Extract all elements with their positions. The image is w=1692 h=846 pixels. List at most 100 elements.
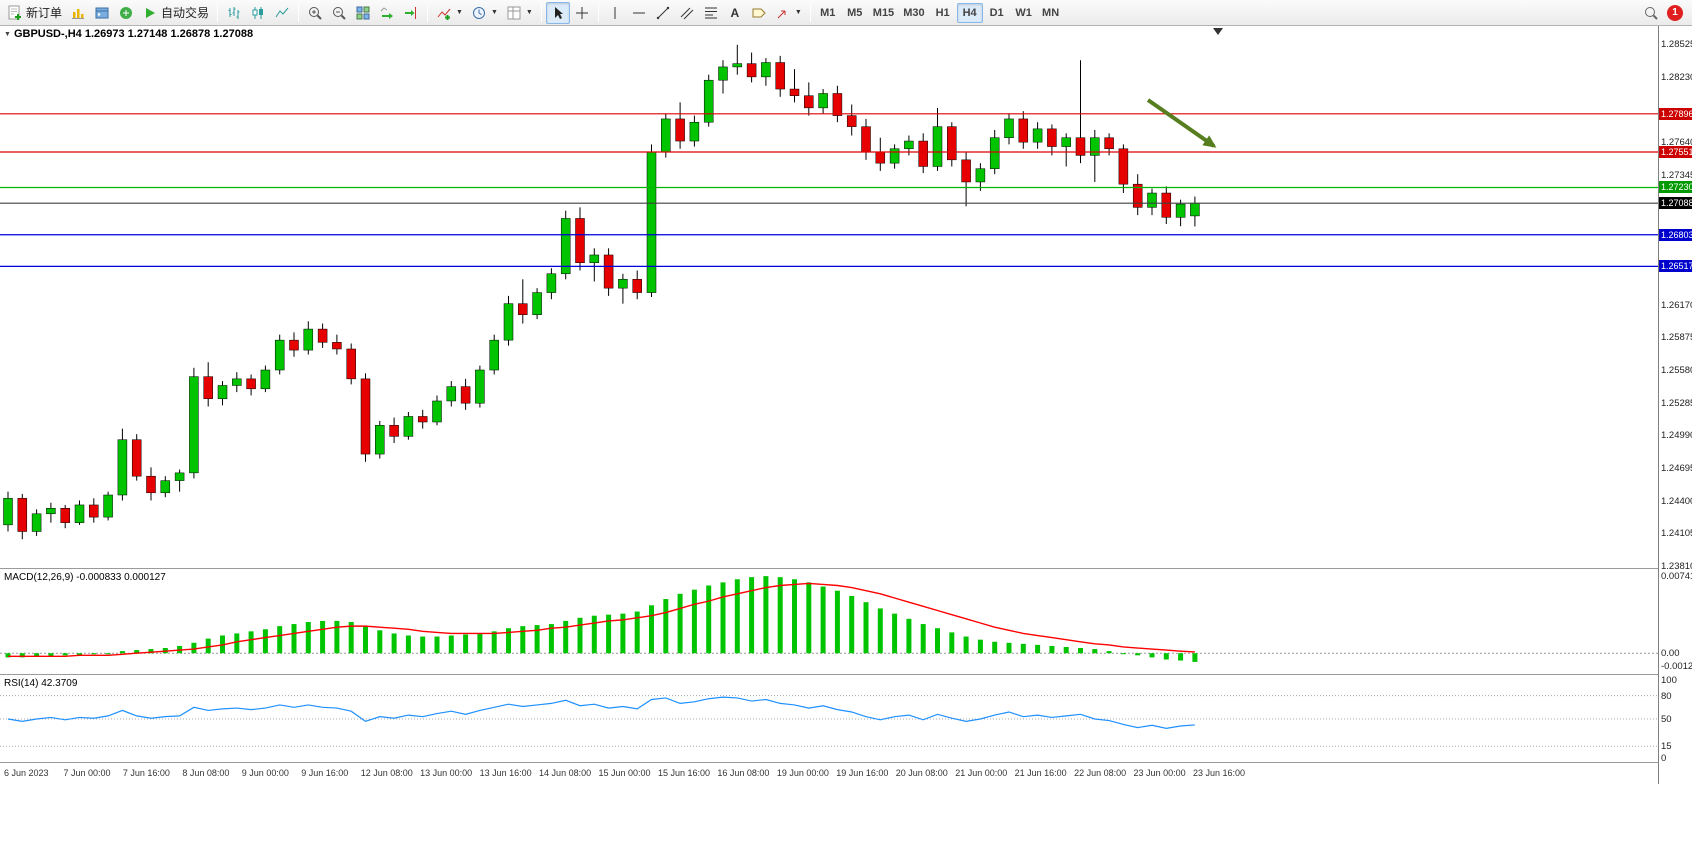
zoom-out-button[interactable] bbox=[327, 2, 351, 24]
channel-button[interactable] bbox=[675, 2, 699, 24]
macd-bar bbox=[448, 635, 454, 654]
horizontal-line-button[interactable] bbox=[627, 2, 651, 24]
candle-body bbox=[260, 369, 271, 390]
rsi-canvas[interactable] bbox=[0, 676, 1658, 762]
fibonacci-button[interactable] bbox=[699, 2, 723, 24]
macd-bar bbox=[1163, 653, 1169, 660]
price-axis-label: 1.24990 bbox=[1661, 430, 1692, 442]
macd-axis-label: -0.001226 bbox=[1661, 661, 1692, 672]
macd-bar bbox=[920, 624, 926, 654]
macd-bar bbox=[649, 605, 654, 654]
search-button[interactable] bbox=[1639, 2, 1663, 24]
arrow-annotation-head bbox=[1202, 135, 1217, 148]
tile-windows-button[interactable] bbox=[351, 2, 375, 24]
rsi-axis-label: 80 bbox=[1661, 690, 1672, 702]
macd-bar bbox=[634, 611, 640, 654]
candle-body bbox=[732, 63, 743, 68]
label-button[interactable] bbox=[747, 2, 771, 24]
pane-splitter[interactable] bbox=[0, 568, 1692, 569]
macd-bar bbox=[691, 589, 697, 654]
pane-splitter[interactable] bbox=[0, 674, 1692, 675]
time-axis-label: 21 Jun 00:00 bbox=[955, 768, 1008, 778]
zoom-in-button[interactable] bbox=[303, 2, 327, 24]
text-button[interactable]: A bbox=[723, 2, 747, 24]
candle-body bbox=[1018, 118, 1029, 143]
autotrading-button[interactable]: 自动交易 bbox=[138, 2, 213, 24]
channel-icon bbox=[680, 7, 694, 19]
timeframe-button-h4[interactable]: H4 bbox=[956, 2, 983, 23]
candle-body bbox=[131, 439, 142, 477]
price-axis[interactable]: 1.28525 1.28230 1.27640 1.27345 1.26170 1.258… bbox=[1658, 26, 1692, 784]
macd-bar bbox=[720, 582, 726, 654]
candle-body bbox=[74, 504, 85, 523]
candle-body bbox=[31, 513, 42, 532]
candle-body bbox=[417, 416, 428, 423]
chart-shift-icon bbox=[405, 6, 417, 19]
macd-pane[interactable]: MACD(12,26,9) -0.000833 0.000127 bbox=[0, 570, 1658, 674]
time-axis-label: 19 Jun 00:00 bbox=[776, 768, 829, 778]
candle-body bbox=[289, 339, 299, 351]
chart-shift-button[interactable] bbox=[399, 2, 423, 24]
timeframe-button-m30[interactable]: M30 bbox=[903, 6, 925, 19]
candle-body bbox=[203, 376, 213, 400]
timeframe-button-m1[interactable]: M1 bbox=[820, 6, 836, 19]
new-order-button[interactable]: 新订单 bbox=[3, 2, 66, 24]
timeframe-button-mn[interactable]: MN bbox=[1042, 6, 1060, 19]
rsi-axis-label: 0 bbox=[1661, 753, 1667, 764]
macd-bar bbox=[834, 590, 840, 654]
bar-chart-button[interactable] bbox=[222, 2, 246, 24]
macd-bar bbox=[1106, 651, 1112, 654]
macd-bar bbox=[1149, 653, 1155, 658]
macd-axis-label: 0.00 bbox=[1661, 648, 1680, 660]
indicators-icon bbox=[437, 8, 451, 20]
macd-bar bbox=[205, 638, 211, 654]
fibonacci-icon bbox=[704, 7, 717, 18]
timeframe-button-m5[interactable]: M5 bbox=[847, 6, 863, 19]
templates-button[interactable]: ▼ bbox=[502, 2, 537, 24]
macd-bar bbox=[977, 639, 983, 654]
arrow-annotation[interactable] bbox=[1146, 98, 1216, 148]
price-pane[interactable]: ▼ GBPUSD-,H4 1.26973 1.27148 1.26878 1.27… bbox=[0, 26, 1658, 568]
market-watch-button[interactable] bbox=[66, 2, 90, 24]
price-chart-canvas[interactable] bbox=[0, 26, 1658, 568]
collapse-caret-icon[interactable]: ▼ bbox=[4, 31, 11, 38]
rsi-axis-label: 100 bbox=[1661, 675, 1677, 686]
rsi-pane[interactable]: RSI(14) 42.3709 bbox=[0, 676, 1658, 762]
time-axis[interactable]: 6 Jun 2023 7 Jun 00:00 7 Jun 16:00 8 Jun 08… bbox=[0, 763, 1658, 785]
timeframe-button-m15[interactable]: M15 bbox=[872, 6, 895, 19]
chart-title: ▼ GBPUSD-,H4 1.26973 1.27148 1.26878 1.27… bbox=[4, 28, 253, 40]
macd-canvas[interactable] bbox=[0, 570, 1658, 674]
price-axis-label: 1.25580 bbox=[1661, 365, 1692, 376]
chart-shift-marker[interactable] bbox=[1213, 28, 1223, 35]
candle-body bbox=[446, 386, 457, 402]
notification-badge[interactable]: 1 bbox=[1667, 4, 1683, 21]
macd-bar bbox=[892, 613, 898, 654]
price-level-box: 1.27230 bbox=[1659, 181, 1692, 194]
price-level-box: 1.26803 bbox=[1659, 228, 1692, 241]
timeframe-group: M1 M5 M15 M30 H1 H4 D1 W1 MN bbox=[815, 2, 1064, 23]
vertical-line-button[interactable] bbox=[603, 2, 627, 24]
navigator-button[interactable] bbox=[90, 2, 114, 24]
candle-body bbox=[489, 339, 499, 371]
trendline-button[interactable] bbox=[651, 2, 675, 24]
indicators-button[interactable]: ▼ bbox=[432, 2, 467, 24]
terminal-button[interactable] bbox=[114, 2, 138, 24]
timeframe-button-d1[interactable]: D1 bbox=[989, 6, 1004, 19]
macd-bar bbox=[119, 651, 125, 654]
crosshair-button[interactable] bbox=[570, 2, 594, 24]
candle-body bbox=[232, 378, 242, 386]
toolbar-separator bbox=[809, 3, 811, 22]
auto-scroll-button[interactable] bbox=[375, 2, 399, 24]
auto-scroll-icon bbox=[380, 6, 394, 19]
time-axis-label: 9 Jun 16:00 bbox=[301, 768, 349, 778]
candle-body bbox=[618, 279, 628, 289]
arrows-button[interactable]: ▼ bbox=[771, 2, 806, 24]
candlestick-chart-button[interactable] bbox=[246, 2, 270, 24]
macd-bar bbox=[906, 618, 912, 654]
line-chart-button[interactable] bbox=[270, 2, 294, 24]
candle-body bbox=[274, 339, 285, 371]
periods-button[interactable]: ▼ bbox=[467, 2, 502, 24]
cursor-button[interactable] bbox=[545, 1, 570, 24]
timeframe-button-w1[interactable]: W1 bbox=[1015, 6, 1032, 19]
timeframe-button-h1[interactable]: H1 bbox=[935, 6, 950, 19]
